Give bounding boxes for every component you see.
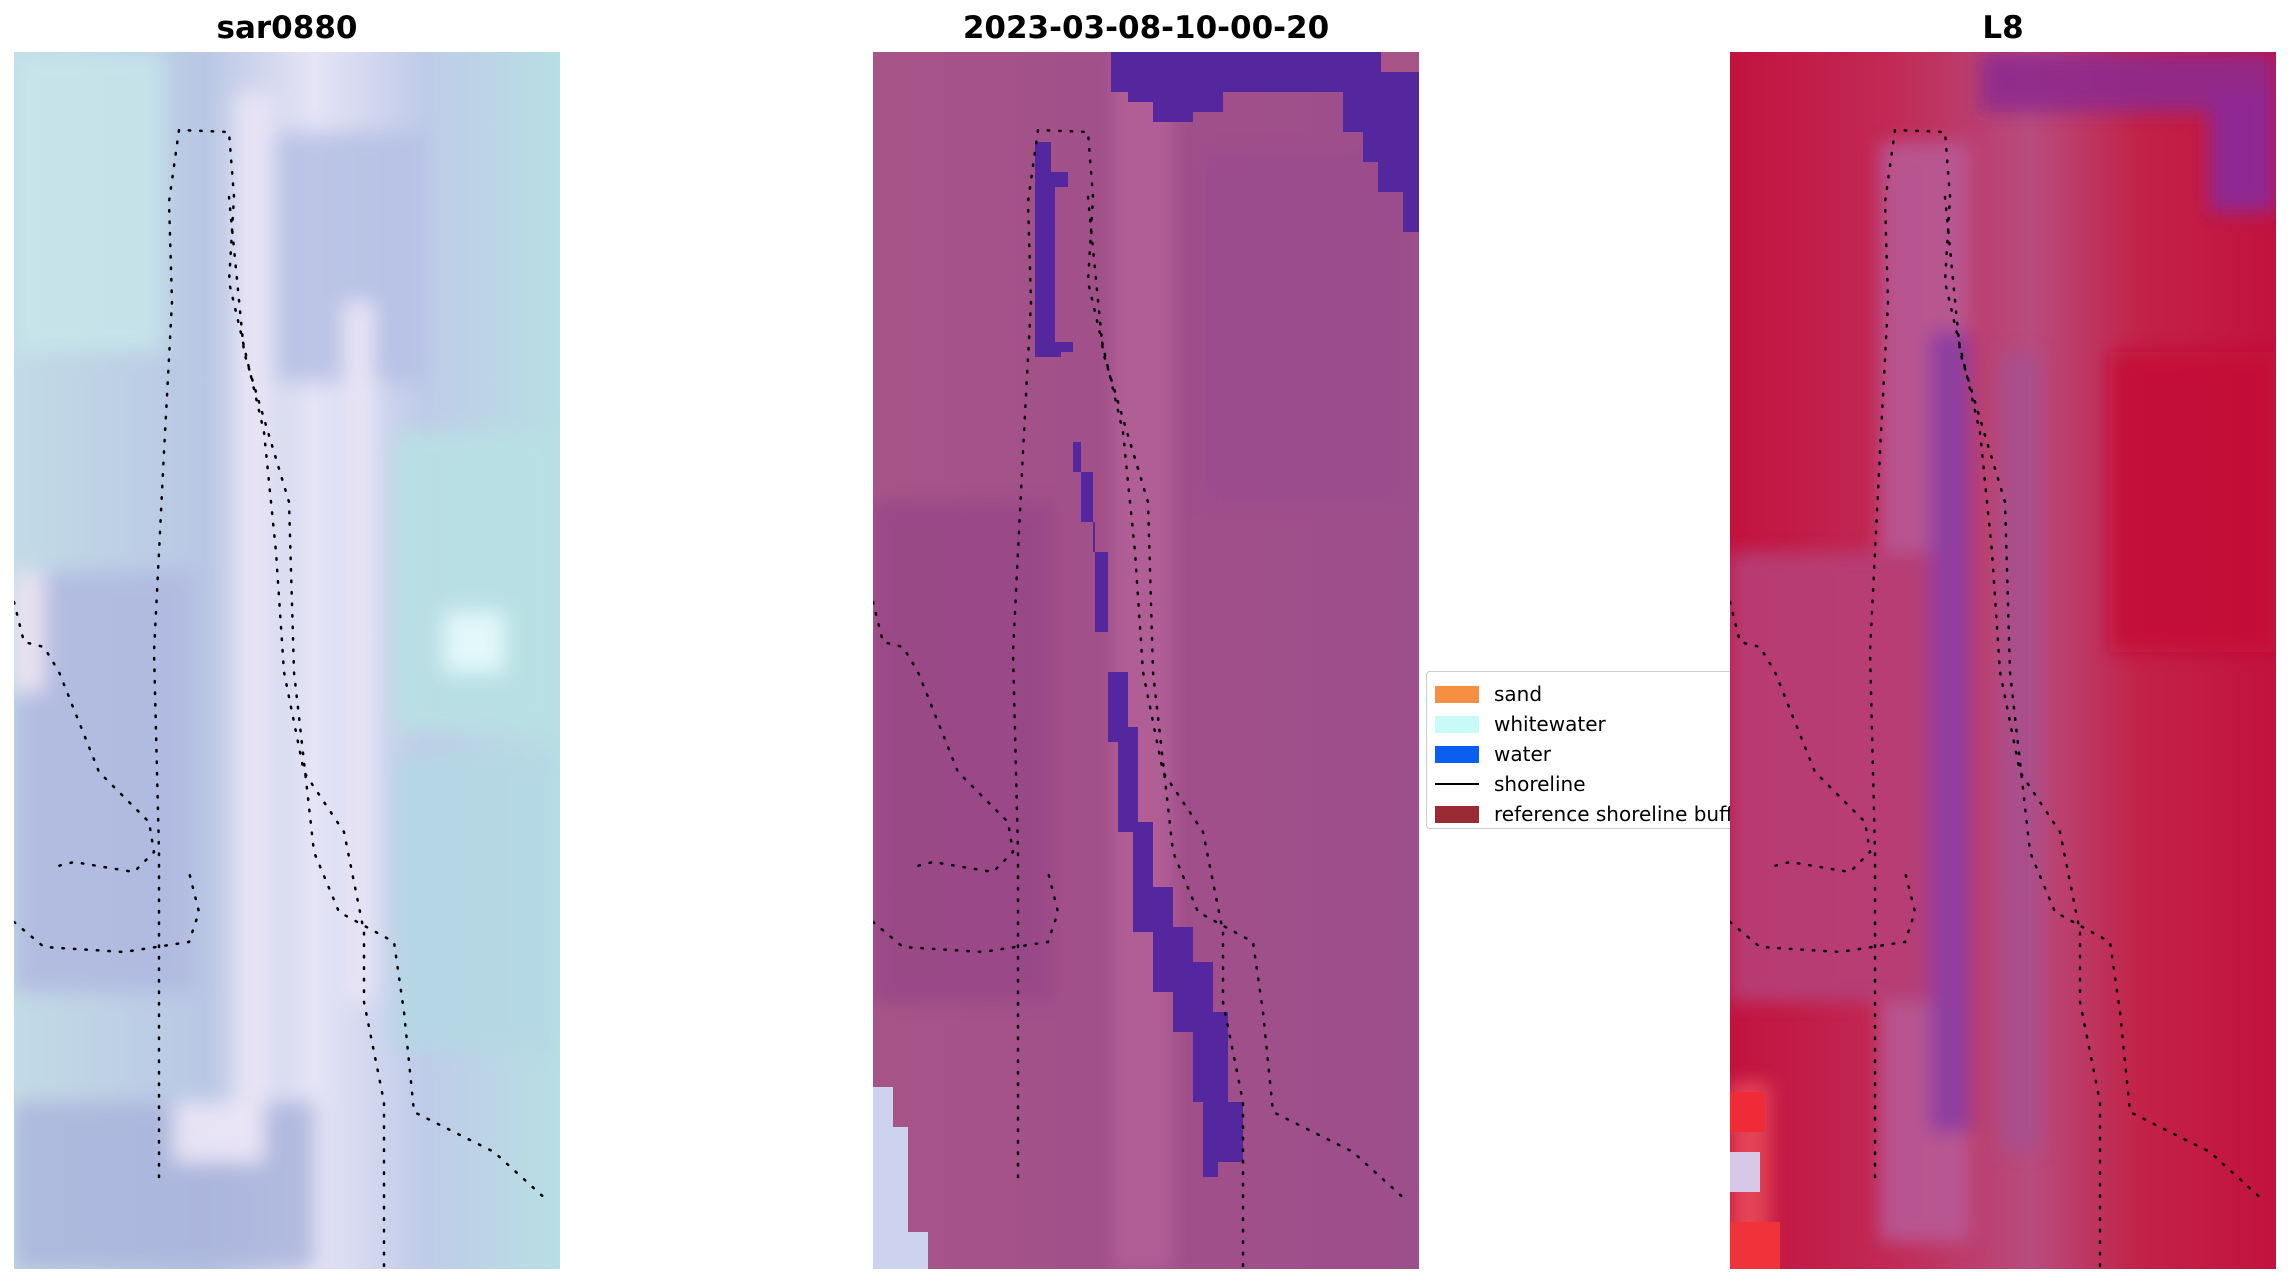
legend-item-whitewater: whitewater: [1427, 710, 1730, 738]
shoreline-dots: [14, 128, 551, 1269]
legend-swatch-sand: [1435, 685, 1479, 703]
sar-image: [14, 52, 560, 1269]
panel-title-sar: sar0880: [216, 10, 358, 46]
legend-label: water: [1494, 742, 1551, 766]
legend-label: sand: [1494, 682, 1543, 706]
image-panel-classification: [873, 52, 1419, 1269]
legend-swatch-reference-buffer: [1435, 805, 1479, 823]
panel-title-date: 2023-03-08-10-00-20: [962, 10, 1330, 46]
image-panel-sar: [14, 52, 560, 1269]
legend: sand whitewater water shoreline referenc…: [1426, 671, 1730, 829]
shoreline-dots: [873, 128, 1410, 1269]
legend-label: shoreline: [1494, 772, 1586, 796]
panel-title-l8: L8: [1982, 10, 2024, 46]
legend-swatch-water: [1435, 745, 1479, 763]
image-panel-l8: [1730, 52, 2276, 1269]
legend-label: whitewater: [1494, 712, 1606, 736]
l8-image: [1730, 52, 2276, 1269]
legend-item-sand: sand: [1427, 680, 1730, 708]
water-class-region: [1035, 52, 1419, 1177]
shoreline-dots: [1730, 128, 2267, 1269]
legend-item-reference-buffer: reference shoreline buffer: [1427, 800, 1730, 828]
legend-item-water: water: [1427, 740, 1730, 768]
legend-line-shoreline: [1435, 783, 1479, 785]
classification-image: [873, 52, 1419, 1269]
legend-label: reference shoreline buffer: [1494, 802, 1730, 826]
legend-item-shoreline: shoreline: [1427, 770, 1730, 798]
legend-swatch-whitewater: [1435, 715, 1479, 733]
